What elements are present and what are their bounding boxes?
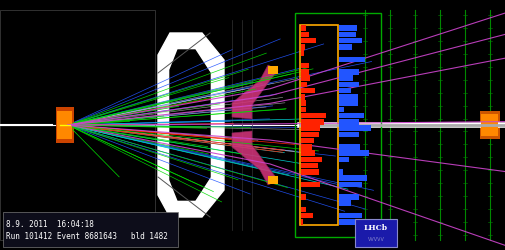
Bar bbox=[300, 157, 322, 162]
Text: LHCb: LHCb bbox=[363, 224, 387, 232]
Bar bbox=[300, 132, 318, 137]
Bar bbox=[480, 114, 497, 136]
Bar bbox=[338, 219, 363, 224]
Bar bbox=[300, 76, 310, 81]
Bar bbox=[338, 88, 351, 93]
Bar bbox=[338, 200, 351, 206]
Bar bbox=[300, 82, 307, 87]
Bar bbox=[294, 13, 380, 237]
Bar bbox=[300, 94, 304, 100]
Bar bbox=[300, 88, 314, 93]
Bar bbox=[338, 144, 360, 150]
Bar bbox=[300, 50, 304, 56]
Polygon shape bbox=[158, 33, 224, 217]
Bar bbox=[300, 150, 315, 156]
Polygon shape bbox=[170, 50, 210, 200]
Bar bbox=[300, 119, 323, 124]
Bar bbox=[300, 169, 318, 174]
Bar bbox=[57, 111, 72, 139]
Bar bbox=[338, 169, 342, 174]
Bar bbox=[338, 82, 358, 87]
Bar bbox=[300, 144, 312, 150]
Bar bbox=[300, 182, 319, 187]
Bar bbox=[300, 138, 313, 143]
Bar bbox=[338, 176, 366, 181]
Bar bbox=[300, 32, 308, 37]
Bar bbox=[338, 107, 343, 112]
Bar bbox=[300, 44, 305, 50]
Bar bbox=[300, 69, 308, 74]
Bar bbox=[338, 57, 364, 62]
Bar bbox=[0, 10, 155, 240]
Bar bbox=[300, 63, 308, 68]
Bar bbox=[338, 119, 359, 124]
Bar bbox=[338, 213, 361, 218]
Bar bbox=[300, 207, 306, 212]
Bar bbox=[268, 176, 277, 184]
Bar bbox=[300, 219, 302, 224]
Bar bbox=[300, 38, 316, 43]
Bar bbox=[300, 100, 306, 106]
Polygon shape bbox=[231, 65, 277, 119]
Text: VVVVV: VVVVV bbox=[367, 237, 384, 242]
Bar bbox=[338, 26, 357, 31]
Text: Run 101412 Event 8681643   bld 1482: Run 101412 Event 8681643 bld 1482 bbox=[6, 232, 168, 241]
Bar bbox=[338, 132, 358, 137]
Bar bbox=[299, 25, 337, 225]
Bar bbox=[338, 157, 348, 162]
Bar bbox=[338, 182, 362, 187]
Bar bbox=[300, 26, 305, 31]
Bar bbox=[338, 94, 358, 100]
Bar bbox=[338, 38, 362, 43]
Bar bbox=[300, 107, 305, 112]
Text: 8.9. 2011  16:04:18: 8.9. 2011 16:04:18 bbox=[6, 220, 94, 229]
Bar bbox=[338, 113, 363, 118]
Bar bbox=[338, 76, 353, 81]
Polygon shape bbox=[231, 131, 277, 185]
Bar bbox=[338, 69, 358, 74]
Bar bbox=[479, 111, 499, 139]
Bar bbox=[300, 126, 319, 131]
Bar bbox=[338, 44, 351, 50]
Bar bbox=[300, 194, 305, 200]
Bar bbox=[56, 107, 74, 143]
Bar bbox=[300, 213, 312, 218]
Bar bbox=[338, 194, 359, 200]
Bar bbox=[338, 32, 356, 37]
Bar bbox=[338, 100, 357, 106]
Bar bbox=[300, 113, 325, 118]
Bar bbox=[355, 219, 396, 247]
Bar bbox=[3, 212, 178, 247]
Bar bbox=[268, 66, 277, 74]
Bar bbox=[338, 126, 370, 131]
Bar bbox=[338, 150, 369, 156]
Bar bbox=[300, 163, 317, 168]
